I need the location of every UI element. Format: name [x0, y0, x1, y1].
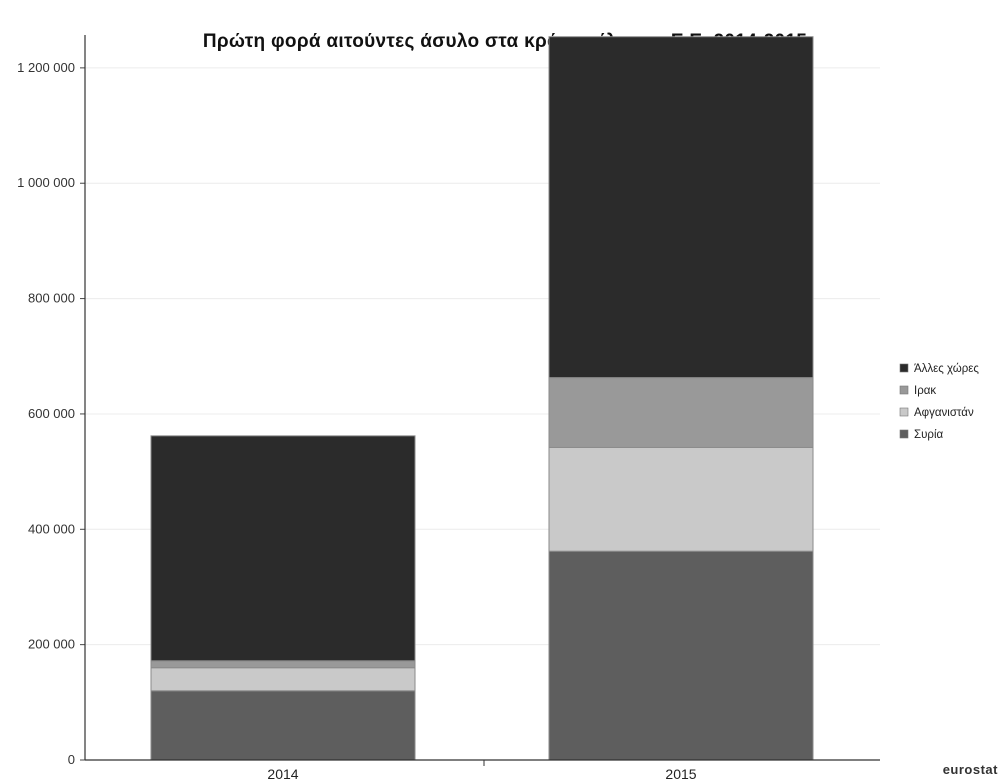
y-tick-label: 800 000 [28, 291, 75, 306]
y-tick-label: 200 000 [28, 637, 75, 652]
x-tick-label: 2014 [267, 766, 298, 782]
bar-segment [150, 690, 416, 761]
source-label: eurostat [943, 762, 998, 777]
legend-swatch [899, 407, 909, 417]
legend-swatch [899, 429, 909, 439]
axes: 0 200 000 400 000 600 000 800 000 1 000 000 1 … [17, 35, 880, 782]
legend-label: Συρία [914, 429, 943, 441]
bars [150, 36, 814, 761]
bar-segment [548, 377, 814, 448]
legend-swatch [899, 363, 909, 373]
bar-segment [548, 36, 814, 379]
x-tick-label: 2015 [665, 766, 696, 782]
legend-label: Άλλες χώρες [914, 363, 979, 375]
legend-swatch [899, 385, 909, 395]
y-tick-label: 1 200 000 [17, 60, 75, 75]
bar-segment [150, 660, 416, 669]
y-tick-label: 400 000 [28, 521, 75, 536]
y-tick-label: 0 [68, 752, 75, 767]
bar-segment [548, 446, 814, 552]
legend: Άλλες χώρες Ιρακ Αφγανιστάν Συρία [899, 363, 979, 441]
legend-label: Αφγανιστάν [914, 407, 974, 419]
bar-segment [548, 550, 814, 761]
y-tick-label: 600 000 [28, 406, 75, 421]
legend-label: Ιρακ [914, 385, 936, 397]
bar-segment [150, 435, 416, 662]
y-tick-label: 1 000 000 [17, 175, 75, 190]
bar-segment [150, 667, 416, 692]
